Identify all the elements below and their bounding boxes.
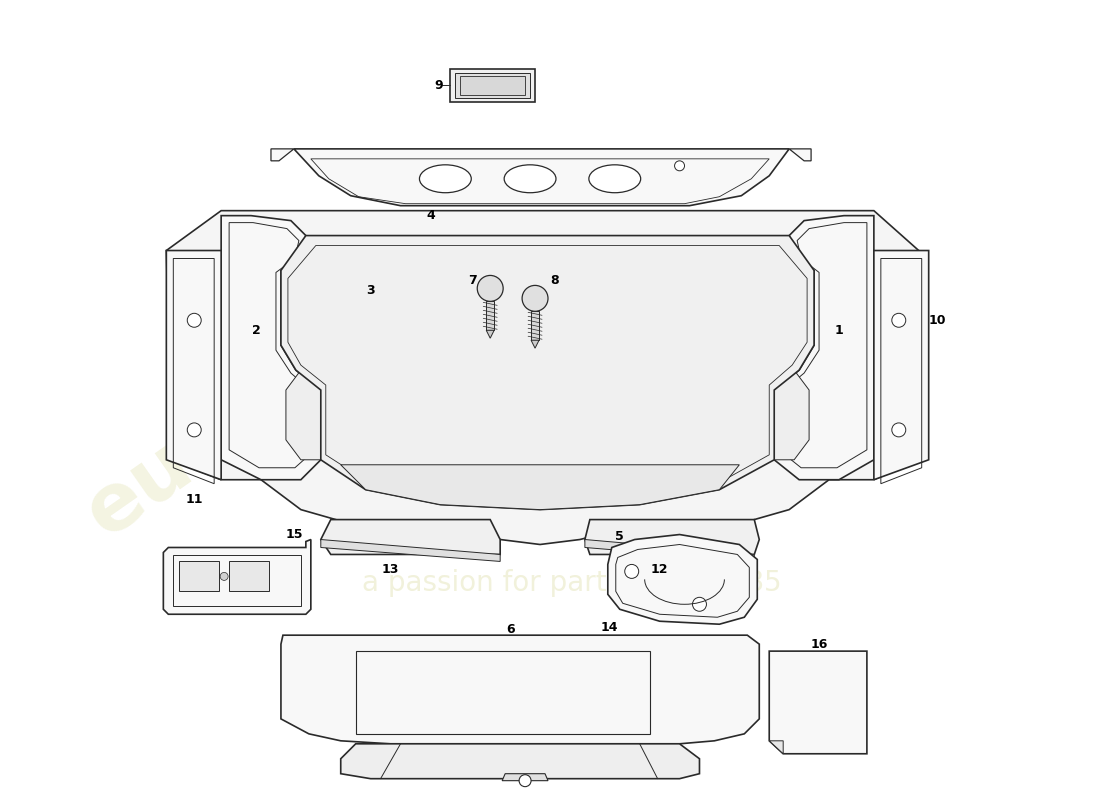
Polygon shape [608, 534, 757, 624]
Polygon shape [450, 69, 535, 102]
Text: 16: 16 [811, 638, 828, 650]
Polygon shape [179, 562, 219, 591]
Polygon shape [341, 465, 739, 510]
Text: 10: 10 [928, 314, 946, 326]
Circle shape [519, 774, 531, 786]
Polygon shape [221, 216, 321, 480]
Text: 8: 8 [551, 274, 559, 287]
Text: a passion for parts since 1985: a passion for parts since 1985 [362, 570, 782, 598]
Polygon shape [294, 149, 789, 206]
Text: 9: 9 [434, 78, 442, 91]
Ellipse shape [504, 165, 556, 193]
Polygon shape [280, 635, 759, 744]
Circle shape [522, 286, 548, 311]
Text: europes: europes [70, 278, 416, 554]
Ellipse shape [588, 165, 640, 193]
Text: 5: 5 [615, 530, 624, 543]
Polygon shape [873, 250, 928, 480]
Polygon shape [585, 539, 755, 562]
Text: 11: 11 [186, 493, 204, 506]
Text: 12: 12 [651, 563, 669, 576]
Circle shape [693, 598, 706, 611]
Polygon shape [789, 149, 811, 161]
Polygon shape [280, 235, 814, 510]
Polygon shape [321, 539, 500, 562]
Text: 13: 13 [382, 563, 399, 576]
Text: 15: 15 [285, 528, 303, 541]
Text: 2: 2 [252, 324, 261, 337]
Text: 3: 3 [366, 284, 375, 297]
Polygon shape [460, 76, 525, 95]
Polygon shape [271, 149, 294, 161]
Polygon shape [531, 311, 539, 340]
Circle shape [892, 314, 905, 327]
Polygon shape [486, 302, 494, 330]
Polygon shape [166, 210, 918, 545]
Polygon shape [163, 539, 311, 614]
Polygon shape [769, 741, 783, 754]
Polygon shape [321, 519, 500, 554]
Circle shape [187, 314, 201, 327]
Circle shape [220, 572, 228, 580]
Polygon shape [229, 562, 270, 591]
Text: 4: 4 [426, 209, 434, 222]
Text: 1: 1 [835, 324, 844, 337]
Circle shape [892, 423, 905, 437]
Circle shape [674, 161, 684, 170]
Polygon shape [455, 73, 530, 98]
Polygon shape [585, 519, 759, 554]
Text: 6: 6 [506, 622, 515, 636]
Polygon shape [774, 370, 810, 460]
Circle shape [625, 565, 639, 578]
Polygon shape [531, 340, 539, 348]
Circle shape [187, 423, 201, 437]
Polygon shape [486, 330, 494, 338]
Polygon shape [341, 744, 700, 778]
Polygon shape [769, 651, 867, 754]
Polygon shape [166, 250, 221, 480]
Polygon shape [503, 774, 548, 781]
Circle shape [477, 275, 503, 302]
Text: 14: 14 [601, 621, 618, 634]
Polygon shape [774, 216, 873, 480]
Text: 7: 7 [468, 274, 476, 287]
Ellipse shape [419, 165, 471, 193]
Polygon shape [286, 370, 321, 460]
